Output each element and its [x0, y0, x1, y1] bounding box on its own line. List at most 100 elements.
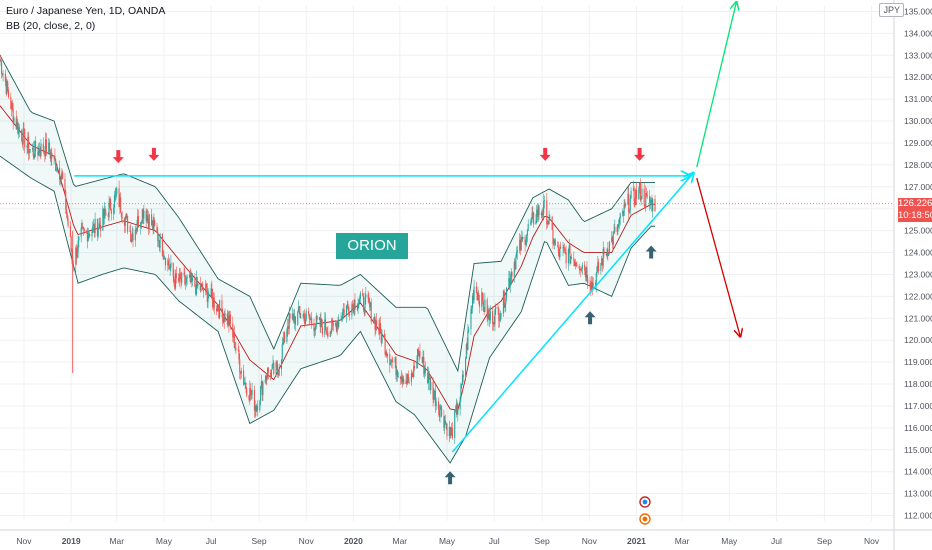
candle-body — [557, 246, 559, 252]
candle-body — [284, 332, 286, 342]
candle-body — [424, 368, 426, 375]
candle-body — [305, 311, 307, 320]
candle-body — [211, 288, 213, 297]
candle-body — [451, 427, 453, 433]
candle-body — [443, 416, 445, 428]
x-tick-label: Nov — [16, 536, 32, 546]
candle-body — [483, 310, 485, 312]
candle-body — [509, 279, 511, 285]
candle-body — [546, 221, 549, 225]
y-tick-label: 123.000 — [904, 269, 932, 279]
candle-body — [622, 211, 624, 214]
candle-body — [304, 314, 306, 324]
candle-body — [109, 199, 111, 203]
candle-body — [17, 122, 19, 134]
candle-body — [492, 310, 494, 324]
candle-body — [178, 278, 180, 282]
candle-body — [651, 199, 653, 212]
candle-body — [277, 365, 279, 373]
candle-body — [461, 374, 464, 385]
candle-body — [93, 224, 95, 233]
candle-body — [76, 247, 78, 258]
candle-body — [536, 209, 538, 221]
candle-body — [71, 250, 73, 257]
candle-body — [536, 209, 539, 217]
x-tick-label: Jul — [206, 536, 217, 546]
candle-body — [587, 279, 589, 284]
currency-label[interactable]: JPY — [879, 3, 904, 17]
candle-body — [272, 362, 274, 365]
candle-body — [26, 145, 28, 148]
candle-body — [325, 330, 327, 333]
y-tick-label: 131.000 — [904, 94, 932, 104]
candle-body — [445, 423, 447, 425]
candle-body — [602, 248, 604, 266]
candle-body — [327, 332, 329, 337]
candle-body — [389, 363, 392, 366]
candle-body — [548, 216, 550, 225]
candle-body — [271, 364, 273, 370]
candle-body — [595, 273, 597, 286]
candle-body — [321, 327, 324, 335]
candle-body — [248, 395, 250, 400]
candle-body — [169, 267, 171, 269]
candle-body — [632, 188, 634, 191]
candle-body — [365, 294, 367, 298]
candle-body — [185, 282, 187, 285]
candle-body — [16, 122, 18, 130]
candle-body — [303, 314, 305, 316]
up-arrow-shape — [584, 311, 596, 325]
down-marker-icon — [634, 147, 646, 161]
candle-body — [140, 221, 142, 228]
candle-body — [185, 278, 187, 283]
candle-body — [256, 405, 259, 411]
candle-body — [526, 235, 528, 241]
candle-body — [320, 318, 322, 327]
candle-body — [250, 395, 252, 396]
indicator-label[interactable]: BB (20, close, 2, 0) — [6, 20, 96, 32]
candle-body — [140, 221, 143, 224]
candle-body — [511, 272, 513, 277]
candle-body — [380, 331, 382, 343]
candle-body — [367, 294, 369, 299]
candle-body — [38, 148, 40, 156]
candle-body — [547, 221, 549, 225]
candle-body — [215, 308, 218, 312]
candle-body — [313, 323, 315, 331]
event-badge-icon — [639, 513, 651, 525]
candle-body — [331, 319, 333, 332]
candle-body — [584, 270, 586, 278]
candle-body — [273, 362, 275, 374]
candle-body — [143, 210, 145, 219]
candle-body — [649, 196, 651, 204]
candle-body — [4, 73, 6, 83]
symbol-title[interactable]: Euro / Japanese Yen, 1D, OANDA — [6, 5, 166, 17]
candle-body — [267, 368, 269, 379]
candle-body — [419, 351, 421, 357]
candle-body — [243, 383, 245, 385]
candle-body — [533, 212, 535, 225]
upper-band — [0, 55, 656, 373]
candle-body — [510, 272, 512, 280]
candle-body — [332, 323, 334, 326]
candle-body — [471, 307, 473, 310]
y-tick-label: 127.000 — [904, 182, 932, 192]
candle-body — [519, 239, 522, 251]
candle-body — [245, 382, 247, 388]
candle-body — [374, 317, 376, 330]
candle-body — [142, 209, 144, 219]
candle-body — [422, 357, 424, 363]
candle-body — [473, 286, 475, 300]
y-tick-label: 128.000 — [904, 160, 932, 170]
candle-body — [498, 308, 500, 321]
y-tick-label: 120.000 — [904, 335, 932, 345]
candle-body — [495, 306, 497, 310]
candle-body — [492, 322, 494, 324]
x-tick-label: Mar — [109, 536, 124, 546]
candle-body — [163, 258, 165, 259]
candle-body — [608, 241, 610, 254]
candle-body — [80, 227, 82, 237]
candle-body — [51, 152, 53, 159]
candle-body — [208, 295, 210, 297]
